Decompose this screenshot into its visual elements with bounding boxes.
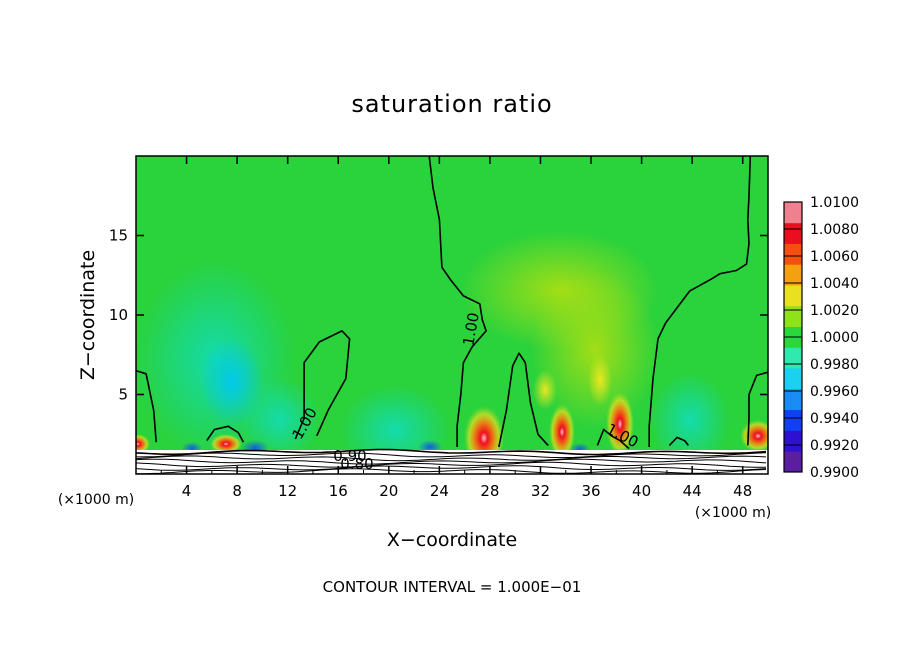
x-tick-label: 28 <box>480 482 499 500</box>
y-tick-label: 15 <box>109 227 128 245</box>
contour-label-center: 1.00 <box>459 311 483 347</box>
colorbar-segment <box>784 409 802 431</box>
x-tick-label: 48 <box>733 482 752 500</box>
x-tick-label: 24 <box>430 482 449 500</box>
surface-contour-line <box>136 468 767 474</box>
x-tick-label: 16 <box>329 482 348 500</box>
contour-line-7 <box>648 156 752 447</box>
y-axis-ticks: 5 10 15 <box>109 227 768 404</box>
colorbar-label: 0.9980 <box>810 357 859 373</box>
colorbar-label: 0.9940 <box>810 411 859 427</box>
x-tick-label: 20 <box>379 482 398 500</box>
hot-spot-38km <box>606 392 634 456</box>
chart-title: saturation ratio <box>351 90 552 118</box>
contour-line-6 <box>596 428 630 450</box>
contour-line-1 <box>136 369 157 443</box>
x-unit-label: (×1000 m) <box>695 505 771 521</box>
surface-contour-line <box>136 448 767 456</box>
x-axis-label: X−coordinate <box>387 529 517 551</box>
colorbar-label: 0.9960 <box>810 384 859 400</box>
surface-contour-line <box>136 458 767 465</box>
contour-line-5 <box>498 352 549 448</box>
colorbar-label: 0.9920 <box>810 438 859 454</box>
z-unit-label: (×1000 m) <box>58 492 134 508</box>
surface-contour-bundle <box>136 448 767 474</box>
colorbar-segment <box>784 347 802 369</box>
saturation-field <box>136 156 768 474</box>
colorbar-segment <box>784 264 802 286</box>
contour-lines <box>136 156 768 450</box>
colorbar: 1.0100 1.0080 1.0060 1.0040 1.0020 1.0000 0.99… <box>783 195 859 481</box>
colorbar-segment <box>784 388 802 411</box>
colorbar-segment <box>784 305 802 328</box>
contour-label-surface-a: 0.90 <box>333 447 366 465</box>
x-tick-label: 8 <box>232 482 242 500</box>
y-tick-label: 10 <box>109 306 128 324</box>
x-tick-label: 4 <box>182 482 192 500</box>
colorbar-label: 0.9900 <box>810 465 859 481</box>
colorbar-label: 1.0100 <box>810 195 859 211</box>
contour-label-surface-b: 0.80 <box>340 455 373 473</box>
surface-contour-line <box>136 455 767 462</box>
colorbar-label: 1.0020 <box>810 303 859 319</box>
x-axis-ticks: 4 8 12 16 20 24 28 32 36 40 44 48 <box>160 156 752 500</box>
colorbar-segment <box>784 451 802 473</box>
colorbar-segment <box>784 368 802 390</box>
hot-spot-49km <box>740 420 768 452</box>
colorbar-label: 1.0000 <box>810 330 859 346</box>
surface-contour-line <box>136 465 767 471</box>
x-tick-label: 44 <box>683 482 702 500</box>
contour-line-9 <box>747 371 768 446</box>
y-axis-label: Z−coordinate <box>77 250 99 380</box>
surface-contour-line <box>136 461 767 468</box>
contour-line-8 <box>668 436 690 446</box>
contour-line-2 <box>206 425 245 443</box>
colorbar-segment <box>784 222 802 244</box>
hot-spot-33km <box>549 404 575 460</box>
colorbar-segment <box>784 243 802 265</box>
hot-spot-edge-west <box>136 434 150 454</box>
colorbar-label: 1.0080 <box>810 222 859 238</box>
x-tick-label: 12 <box>278 482 297 500</box>
blob-yellow-left <box>533 370 557 410</box>
contour-interval-note: CONTOUR INTERVAL = 1.000E−01 <box>323 578 582 596</box>
hot-spot-8km <box>210 434 242 454</box>
x-tick-label: 36 <box>581 482 600 500</box>
colorbar-segment <box>784 202 802 224</box>
colorbar-label: 1.0060 <box>810 249 859 265</box>
x-tick-label: 32 <box>531 482 550 500</box>
contour-line-3 <box>294 330 351 440</box>
colorbar-segment <box>784 285 802 307</box>
x-tick-label: 40 <box>632 482 651 500</box>
blob-lime-mid <box>530 270 660 430</box>
blob-yellow-core <box>588 354 612 406</box>
contour-line-4 <box>428 156 487 447</box>
surface-contour-line <box>136 452 767 459</box>
colorbar-segment <box>784 430 802 452</box>
colorbar-label: 1.0040 <box>810 276 859 292</box>
y-tick-label: 5 <box>118 386 128 404</box>
